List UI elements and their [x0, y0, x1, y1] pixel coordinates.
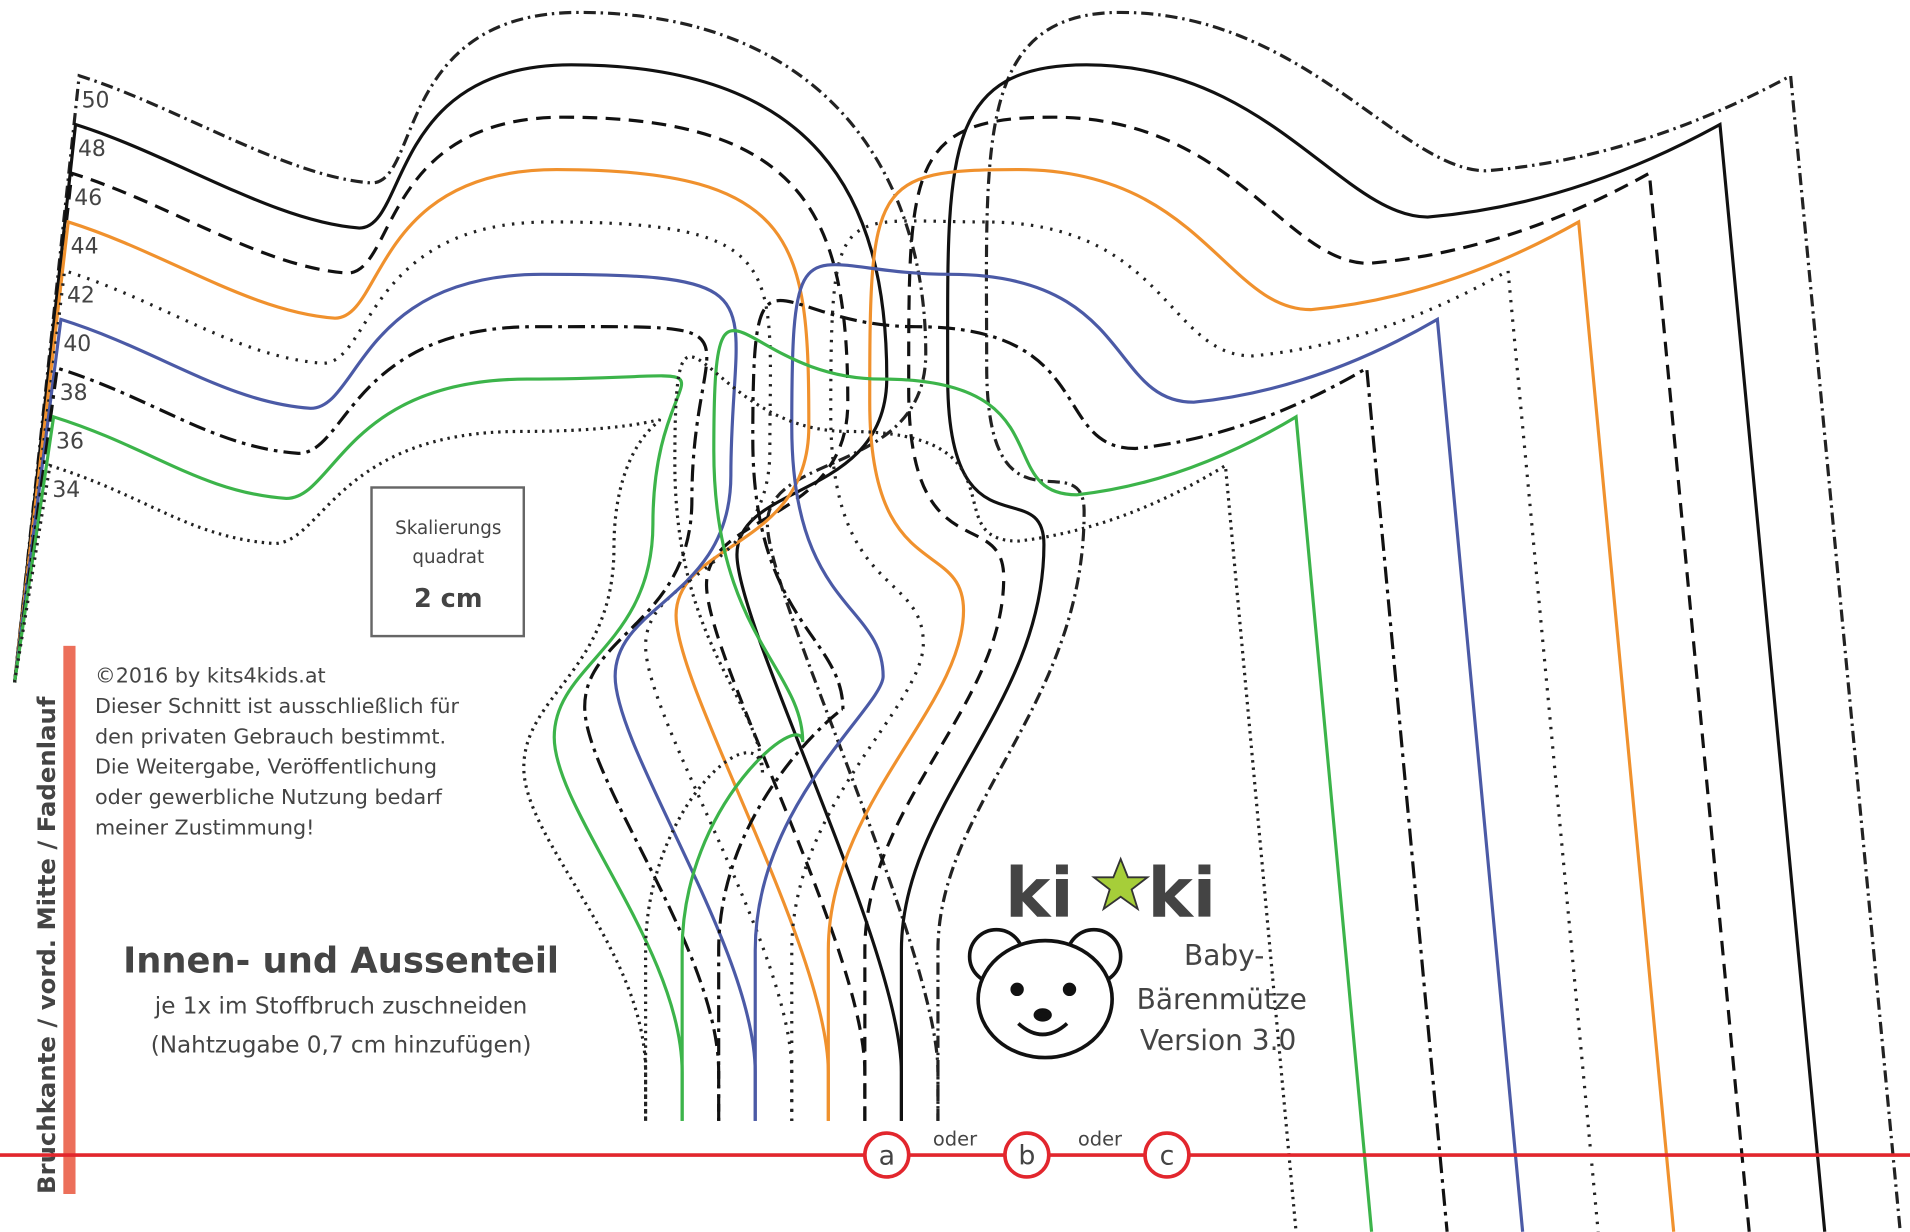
piece-title: Innen- und Aussenteil — [123, 940, 559, 981]
scale-size: 2 cm — [414, 584, 483, 614]
size-outline — [717, 298, 1449, 1232]
size-outline — [936, 10, 1902, 1232]
size-outline — [826, 167, 1676, 1232]
copyright-line: meiner Zustimmung! — [95, 816, 314, 840]
fold-label: Bruchkante / vord. Mitte / Fadenlauf — [32, 696, 61, 1194]
copyright-line: Dieser Schnitt ist ausschließlich für — [95, 694, 460, 718]
size-outline — [13, 272, 757, 1121]
option-label: b — [1018, 1141, 1035, 1172]
brand: ki — [1147, 854, 1216, 933]
size-outline — [680, 329, 1374, 1232]
size-label: 44 — [71, 235, 99, 260]
scale-title: quadrat — [412, 547, 484, 568]
piece-seam: (Nahtzugabe 0,7 cm hinzufügen) — [151, 1033, 532, 1059]
brand: ki — [1005, 854, 1074, 933]
size-outline — [899, 63, 1827, 1232]
product: Baby- — [1184, 939, 1264, 972]
product: Version 3.0 — [1140, 1024, 1296, 1057]
option-circle — [863, 1131, 911, 1179]
size-label: 46 — [74, 186, 102, 211]
size-outline — [13, 167, 830, 1121]
size-label: 42 — [67, 283, 95, 308]
fold-bar — [63, 645, 76, 1194]
copyright: ©2016 by kits4kids.at Dieser Schnitt ist… — [95, 663, 460, 839]
option-label: c — [1160, 1141, 1175, 1172]
size-label: 48 — [78, 137, 106, 162]
scale-title: Skalierungs — [395, 518, 501, 539]
product: Bärenmütze — [1137, 983, 1307, 1016]
option-circle — [1143, 1131, 1191, 1179]
nose — [1033, 1008, 1052, 1022]
copyright-line: Die Weitergabe, Veröffentlichung — [95, 755, 437, 779]
size-outline — [644, 355, 1298, 1232]
size-outline — [863, 115, 1751, 1232]
size-label: 50 — [82, 88, 110, 113]
separator: oder — [1078, 1127, 1122, 1150]
size-label: 38 — [60, 381, 88, 406]
size-label: 40 — [63, 332, 91, 357]
size-label: 36 — [56, 430, 84, 455]
bear — [967, 927, 1123, 1060]
option-label: a — [879, 1141, 895, 1172]
size-outline — [790, 219, 1600, 1232]
mouth — [1017, 1022, 1069, 1037]
size-label: 34 — [52, 478, 80, 503]
scale-square — [370, 486, 526, 638]
size-labels: 50 48 46 44 42 40 38 36 34 — [52, 88, 109, 503]
size-outline — [13, 325, 721, 1121]
eye — [1010, 982, 1024, 997]
eye — [1062, 982, 1077, 997]
options: a b c oder oder — [863, 1127, 1191, 1179]
size-outline — [13, 220, 794, 1121]
piece-note: je 1x im Stoffbruch zuschneiden — [154, 994, 528, 1020]
size-outline — [13, 63, 903, 1121]
size-outlines — [13, 10, 1902, 1232]
star — [1091, 856, 1151, 912]
size-outline — [13, 115, 867, 1121]
copyright-line: ©2016 by kits4kids.at — [95, 663, 326, 687]
head — [976, 938, 1114, 1060]
separator: oder — [933, 1127, 977, 1150]
copyright-line: oder gewerbliche Nutzung bedarf — [95, 785, 443, 809]
size-outline — [13, 374, 684, 1121]
copyright-line: den privaten Gebrauch bestimmt. — [95, 724, 446, 748]
option-circle — [1003, 1131, 1051, 1179]
size-outline — [753, 263, 1525, 1232]
logo: ki ki Baby- Bärenmütze Version 3.0 — [967, 846, 1307, 1060]
